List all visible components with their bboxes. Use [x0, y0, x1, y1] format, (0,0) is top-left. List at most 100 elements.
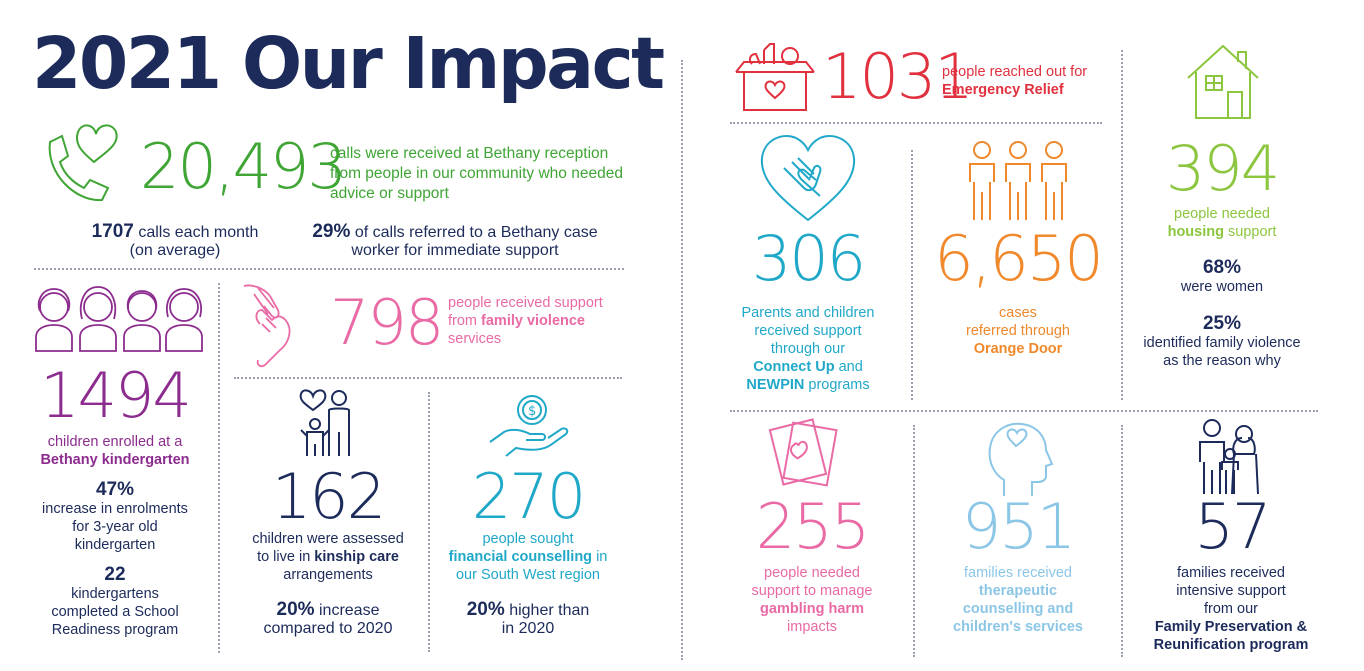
kinship-increase-value: 20% [276, 599, 315, 620]
kinder-increase-value: 47% [95, 479, 135, 500]
emergency-line1: people reached out for [942, 64, 1088, 80]
divider-kinder [218, 283, 220, 653]
divider-kinship [428, 392, 430, 652]
violence-line3: services [448, 331, 502, 347]
violence-line1: people received support [448, 295, 603, 311]
financial-text: people sought financial counselling in o… [428, 530, 628, 584]
violence-line2-bold: family violence [481, 313, 585, 329]
therapeutic-line4: children's services [953, 619, 1083, 635]
financial-line2-post: in [596, 549, 608, 565]
emergency-line2: Emergency Relief [942, 82, 1064, 98]
parents-line4-bold: Connect Up [753, 359, 835, 375]
kinder-line2: Bethany kindergarten [40, 452, 190, 468]
divider-row2 [730, 410, 1318, 412]
parents-number: 306 [751, 222, 866, 295]
violence-line2-pre: from [448, 313, 477, 329]
housing-line2-post: support [1228, 224, 1277, 240]
orange-door-line3: Orange Door [973, 341, 1063, 357]
kinship-increase: 20% increase compared to 2020 [228, 600, 428, 638]
kinder-increase-line2: for 3-year old [72, 519, 158, 535]
violence-number: 798 [330, 286, 444, 359]
calls-monthly-note: (on average) [129, 242, 221, 259]
housing-line1: people needed [1174, 206, 1270, 222]
financial-increase-value: 20% [466, 599, 505, 620]
food-box-icon [735, 43, 815, 111]
housing-violence-value: 25% [1202, 313, 1242, 334]
parents-text: Parents and children received support th… [708, 304, 908, 394]
kinship-line2-pre: to live in [257, 549, 311, 565]
financial-line3: our South West region [455, 567, 600, 583]
house-icon [1187, 44, 1259, 119]
parents-line5-bold: NEWPIN [746, 377, 805, 393]
therapeutic-text: families received therapeutic counsellin… [916, 564, 1120, 636]
kinder-school: 22 kindergartens completed a School Read… [20, 565, 210, 639]
kinship-text: children were assessed to live in kinshi… [228, 530, 428, 584]
playing-cards-icon [768, 418, 838, 487]
parents-line5-post: programs [808, 377, 870, 393]
orange-door-number: 6,650 [934, 222, 1104, 295]
housing-line2-bold: housing [1167, 224, 1224, 240]
financial-line2-bold: financial counselling [448, 549, 593, 565]
orange-door-text: cases referred through Orange Door [918, 304, 1118, 358]
housing-women: 68% were women [1122, 258, 1322, 296]
three-people-icon [969, 141, 1067, 220]
calls-monthly-value: 1707 [91, 221, 134, 242]
housing-violence: 25% identified family violence as the re… [1112, 314, 1332, 370]
violence-text: people received support from family viol… [448, 294, 628, 348]
svg-text:$: $ [528, 404, 536, 419]
parents-line4-post: and [838, 359, 863, 375]
heart-phone-icon [48, 124, 118, 202]
kinship-line2-bold: kinship care [314, 549, 399, 565]
kinder-school-line2: completed a School [51, 604, 179, 620]
divider-therapeutic [1121, 425, 1123, 657]
orange-door-line2: referred through [966, 323, 1070, 339]
therapeutic-line2: therapeutic [978, 583, 1058, 599]
kinship-increase-line2: compared to 2020 [263, 620, 393, 637]
center-divider [681, 60, 683, 660]
children-group-icon [35, 286, 203, 352]
kinship-line3: arrangements [283, 567, 373, 583]
family-heart-icon [299, 389, 350, 456]
housing-violence-line2: as the reason why [1163, 353, 1281, 369]
housing-women-value: 68% [1202, 257, 1242, 278]
preservation-line1: families received [1177, 565, 1285, 581]
kinship-number: 162 [271, 460, 386, 533]
housing-text: people needed housing support [1122, 205, 1322, 241]
helping-hands-icon [243, 284, 291, 367]
divider-emergency [730, 122, 1102, 124]
therapeutic-line3: counselling and [962, 601, 1074, 617]
calls-referred: 29% of calls referred to a Bethany case … [300, 222, 610, 260]
emergency-number: 1031 [822, 40, 974, 113]
kinder-increase-line1: increase in enrolments [42, 501, 188, 517]
gambling-line2: support to manage [751, 583, 873, 599]
financial-number: 270 [471, 460, 586, 533]
parents-line2: received support [754, 323, 862, 339]
family-group-icon [1199, 419, 1259, 495]
gambling-line3: gambling harm [760, 601, 864, 617]
calls-description: calls were received at Bethany reception… [330, 145, 623, 202]
housing-violence-line1: identified family violence [1143, 335, 1301, 351]
divider-housing [1121, 50, 1123, 400]
preservation-line3: from our [1204, 601, 1258, 617]
parents-line3: through our [770, 341, 846, 357]
preservation-line5: Reunification program [1153, 637, 1309, 653]
divider-gambling [913, 425, 915, 657]
financial-increase-label: higher than [509, 602, 590, 619]
therapeutic-line1: families received [964, 565, 1072, 581]
kinder-school-line3: Readiness program [51, 622, 179, 638]
calls-monthly-label: calls each month [138, 224, 259, 241]
kinder-increase-line3: kindergarten [74, 537, 156, 553]
divider-violence [234, 377, 622, 379]
calls-referred-line2: worker for immediate support [351, 242, 559, 259]
housing-women-label: were women [1180, 279, 1264, 295]
page-title: 2021 Our Impact [32, 22, 665, 105]
heart-hands-icon [760, 135, 856, 222]
divider-parents [911, 150, 913, 400]
kinder-school-line1: kindergartens [71, 586, 159, 602]
parents-line1: Parents and children [741, 305, 875, 321]
kinder-number: 1494 [40, 359, 192, 432]
therapeutic-number: 951 [961, 490, 1076, 563]
preservation-text: families received intensive support from… [1126, 564, 1336, 654]
head-heart-icon [988, 422, 1054, 496]
kinder-line1: children enrolled at a [47, 434, 183, 450]
